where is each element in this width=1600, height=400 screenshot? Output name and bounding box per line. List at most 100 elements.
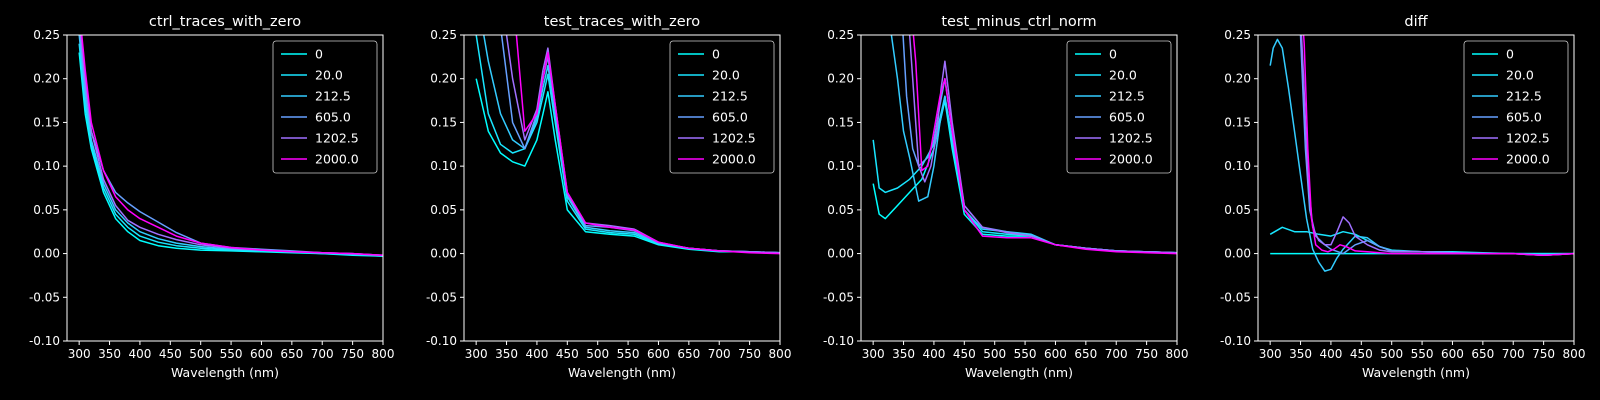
chart-panel-1: ctrl_traces_with_zero 300 350 400 450 500 550 6… <box>29 14 395 380</box>
legend-entry: 0 <box>1109 47 1117 62</box>
x-tick-label: 750 <box>738 347 761 361</box>
y-tick-label: 0.15 <box>1224 115 1251 129</box>
legend-entry: 20.0 <box>315 68 343 83</box>
x-tick-label: 650 <box>677 347 700 361</box>
x-tick-label: 600 <box>647 347 670 361</box>
series-line-2000.0 <box>1302 35 1574 257</box>
legend: 0 20.0 212.5 605.0 1202.5 2000.0 <box>1463 40 1569 174</box>
y-tick-label: 0.15 <box>33 115 60 129</box>
x-tick-label: 650 <box>280 347 303 361</box>
series-line-2000.0 <box>912 35 1177 255</box>
x-tick-label: 800 <box>1563 347 1586 361</box>
x-tick-label: 400 <box>922 347 945 361</box>
y-tick-label: 0.10 <box>430 159 457 173</box>
x-tick-label: 350 <box>1289 347 1312 361</box>
y-tick-label: 0.05 <box>430 203 457 217</box>
x-tick-label: 750 <box>1532 347 1555 361</box>
x-tick-label: 650 <box>1074 347 1097 361</box>
x-tick-label: 500 <box>586 347 609 361</box>
y-tick-label: 0.20 <box>827 72 854 86</box>
x-tick-label: 750 <box>341 347 364 361</box>
legend-box <box>1066 40 1172 174</box>
x-tick-label: 450 <box>556 347 579 361</box>
legend-entry: 212.5 <box>712 89 748 104</box>
x-tick-label: 700 <box>1502 347 1525 361</box>
y-tick-label: 0.25 <box>827 28 854 42</box>
x-tick-label: 750 <box>1135 347 1158 361</box>
y-tick-label: 0.25 <box>1224 28 1251 42</box>
y-tick-label: 0.10 <box>827 159 854 173</box>
legend-entry: 212.5 <box>1506 89 1542 104</box>
y-tick-label: -0.05 <box>426 290 457 304</box>
legend-entry: 0 <box>315 47 323 62</box>
series-group <box>475 35 780 255</box>
y-tick-label: -0.05 <box>823 290 854 304</box>
chart-panel-4: diff 300 350 400 450 500 550 600 650 700 750 800 -0.… <box>1220 14 1586 380</box>
y-tick-label: -0.10 <box>823 334 854 348</box>
legend-entry: 1202.5 <box>712 131 756 146</box>
x-tick-label: 600 <box>1044 347 1067 361</box>
x-tick-label: 600 <box>1441 347 1464 361</box>
x-tick-label: 600 <box>250 347 273 361</box>
legend: 0 20.0 212.5 605.0 1202.5 2000.0 <box>1066 40 1172 174</box>
y-tick-label: -0.05 <box>29 290 60 304</box>
legend-entry: 2000.0 <box>1109 152 1153 167</box>
x-tick-label: 550 <box>1411 347 1434 361</box>
legend-entry: 0 <box>1506 47 1514 62</box>
y-tick-label: -0.10 <box>426 334 457 348</box>
legend: 0 20.0 212.5 605.0 1202.5 2000.0 <box>272 40 378 174</box>
y-tick-label: 0.00 <box>33 247 60 261</box>
y-tick-label: 0.25 <box>33 28 60 42</box>
x-tick-label: 450 <box>953 347 976 361</box>
x-tick-label: 350 <box>892 347 915 361</box>
legend-entry: 20.0 <box>1109 68 1137 83</box>
y-tick-label: -0.05 <box>1220 290 1251 304</box>
x-tick-label: 550 <box>1014 347 1037 361</box>
legend-entry: 212.5 <box>315 89 351 104</box>
series-group <box>78 35 383 257</box>
x-tick-label: 400 <box>525 347 548 361</box>
y-tick-label: -0.10 <box>1220 334 1251 348</box>
y-tick-label: 0.10 <box>33 159 60 173</box>
x-tick-label: 650 <box>1471 347 1494 361</box>
x-tick-label: 300 <box>465 347 488 361</box>
legend-box <box>1463 40 1569 174</box>
x-tick-label: 400 <box>1319 347 1342 361</box>
y-tick-label: -0.10 <box>29 334 60 348</box>
legend: 0 20.0 212.5 605.0 1202.5 2000.0 <box>669 40 775 174</box>
legend-entry: 2000.0 <box>712 152 756 167</box>
series-group <box>872 35 1177 255</box>
legend-entry: 2000.0 <box>315 152 359 167</box>
y-tick-label: 0.20 <box>33 72 60 86</box>
y-tick-label: 0.15 <box>827 115 854 129</box>
y-tick-label: 0.05 <box>33 203 60 217</box>
y-tick-label: 0.00 <box>827 247 854 261</box>
y-tick-label: 0.10 <box>1224 159 1251 173</box>
series-group <box>1269 35 1574 272</box>
legend-entry: 605.0 <box>1506 110 1542 125</box>
legend-entry: 1202.5 <box>1109 131 1153 146</box>
x-tick-label: 800 <box>372 347 395 361</box>
x-tick-label: 800 <box>1166 347 1189 361</box>
series-line-0 <box>475 78 780 254</box>
x-axis-label: Wavelength (nm) <box>965 365 1073 380</box>
x-tick-label: 700 <box>311 347 334 361</box>
y-tick-label: 0.15 <box>430 115 457 129</box>
legend-entry: 20.0 <box>712 68 740 83</box>
x-axis-label: Wavelength (nm) <box>171 365 279 380</box>
x-tick-label: 700 <box>1105 347 1128 361</box>
legend-entry: 2000.0 <box>1506 152 1550 167</box>
x-tick-label: 700 <box>708 347 731 361</box>
chart-panel-3: test_minus_ctrl_norm 300 350 400 450 500 550 60… <box>823 14 1189 380</box>
legend-entry: 605.0 <box>1109 110 1145 125</box>
x-tick-label: 450 <box>1350 347 1373 361</box>
series-line-2000.0 <box>81 35 383 257</box>
y-tick-label: 0.20 <box>1224 72 1251 86</box>
axes-frame <box>463 34 781 342</box>
x-axis-label: Wavelength (nm) <box>1362 365 1470 380</box>
axes-frame <box>1257 34 1575 342</box>
chart-title: diff <box>1404 14 1428 30</box>
chart-title: ctrl_traces_with_zero <box>149 14 301 30</box>
x-tick-label: 500 <box>189 347 212 361</box>
x-tick-label: 550 <box>220 347 243 361</box>
